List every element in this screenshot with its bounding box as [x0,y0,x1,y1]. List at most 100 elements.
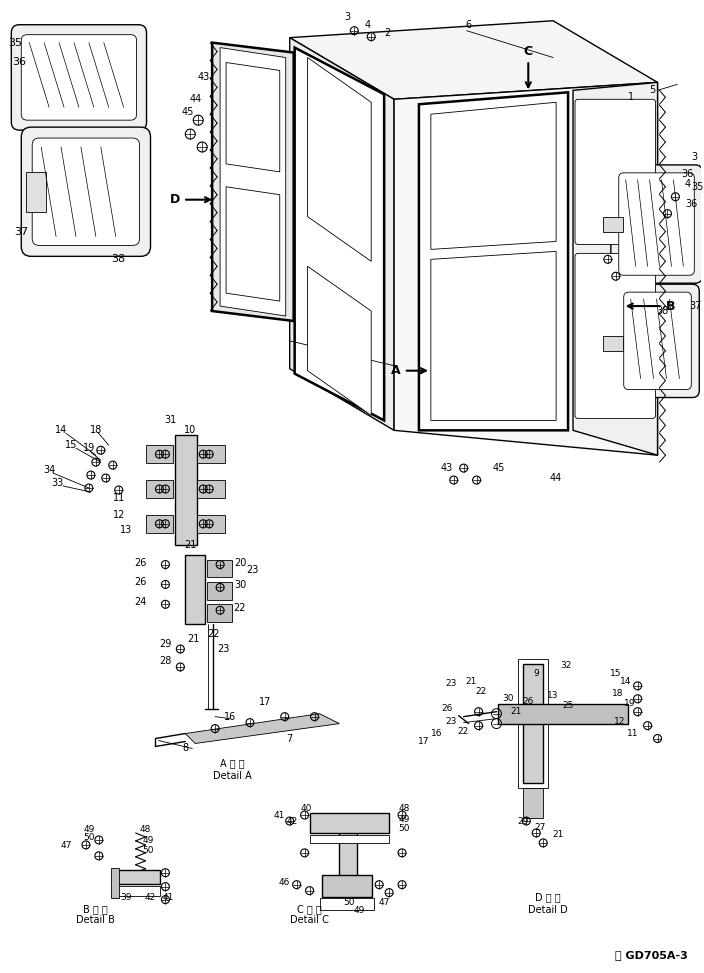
Text: 47: 47 [379,898,390,907]
Text: 37: 37 [14,227,28,236]
Text: 37: 37 [689,301,701,311]
Bar [518,659,548,788]
Text: 30: 30 [234,581,246,591]
Bar [115,885,161,895]
Text: 16: 16 [224,711,236,722]
Text: 14: 14 [620,677,631,686]
Polygon shape [289,20,658,99]
Bar [523,664,543,783]
FancyBboxPatch shape [21,35,137,120]
Text: 47: 47 [61,842,72,850]
Bar [185,555,205,625]
Bar [197,515,225,533]
Text: 44: 44 [189,94,201,104]
Text: 11: 11 [113,493,125,503]
Bar [339,818,358,908]
Text: 21: 21 [465,677,477,686]
Text: 12: 12 [113,510,125,520]
Text: 43: 43 [441,463,453,473]
Bar [523,788,543,818]
Text: 41: 41 [163,893,174,902]
Text: 26: 26 [134,558,146,567]
Text: 50: 50 [398,824,410,834]
Bar [320,897,375,910]
Text: 38: 38 [656,306,669,316]
Text: 26: 26 [441,704,453,713]
Text: B 詳 細: B 詳 細 [84,905,108,915]
Text: 35: 35 [691,182,703,192]
Text: 1: 1 [628,92,634,102]
Text: 42: 42 [145,893,156,902]
Text: 18: 18 [89,425,102,435]
Text: 28: 28 [159,656,172,666]
Text: 25: 25 [562,702,574,710]
Text: 15: 15 [610,669,622,678]
Text: 50: 50 [143,847,154,855]
FancyBboxPatch shape [575,99,655,244]
Text: B: B [628,300,675,312]
Text: 21: 21 [510,707,522,716]
Polygon shape [431,251,556,420]
Bar [146,446,173,463]
Text: 22: 22 [475,687,486,697]
Text: ⓘ GD705A-3: ⓘ GD705A-3 [615,951,687,960]
Text: 12: 12 [614,717,625,726]
Text: D 詳 細: D 詳 細 [535,892,561,903]
Text: 30: 30 [503,695,514,703]
Text: Detail D: Detail D [528,905,568,915]
Text: 13: 13 [548,691,559,701]
FancyBboxPatch shape [619,173,694,275]
Bar [207,559,232,577]
Text: 6: 6 [465,19,472,30]
Text: 3: 3 [344,12,351,21]
Text: 21: 21 [184,540,196,550]
Text: 26: 26 [134,577,146,588]
Text: 22: 22 [207,630,220,639]
Text: D: D [170,194,210,206]
Text: Detail A: Detail A [213,772,251,781]
Polygon shape [308,267,371,415]
Text: 8: 8 [182,743,189,753]
Polygon shape [220,48,286,316]
Text: 45: 45 [492,463,505,473]
Text: 29: 29 [517,816,529,825]
Text: 39: 39 [120,893,132,902]
Text: 14: 14 [55,425,67,435]
Text: 18: 18 [612,689,624,699]
Bar [310,835,389,843]
Text: 15: 15 [65,440,77,450]
Text: 9: 9 [534,669,539,678]
Text: 7: 7 [287,734,293,743]
Text: 3: 3 [691,152,698,162]
Bar [207,604,232,622]
Bar [115,870,161,883]
Text: 43: 43 [197,72,209,83]
Polygon shape [431,102,556,249]
Polygon shape [212,43,294,321]
Polygon shape [289,38,394,430]
Text: A: A [391,364,426,378]
Text: 32: 32 [560,662,572,670]
Polygon shape [295,48,384,420]
Text: 49: 49 [143,837,154,846]
Bar [603,217,623,232]
Text: 48: 48 [398,804,410,812]
Text: 4: 4 [684,179,691,189]
Text: Detail B: Detail B [77,916,115,925]
Bar [603,336,623,351]
FancyBboxPatch shape [611,164,703,283]
Text: 17: 17 [418,737,429,746]
Text: 10: 10 [184,425,196,435]
Bar [26,172,46,211]
Bar [111,868,119,897]
Text: 23: 23 [217,644,230,654]
Bar [197,446,225,463]
Text: 50: 50 [83,834,94,843]
Text: 23: 23 [246,564,259,574]
Text: 26: 26 [522,698,534,706]
Text: 40: 40 [301,804,313,812]
Text: 45: 45 [181,107,194,117]
Text: 44: 44 [550,473,562,483]
Text: 36: 36 [12,57,26,67]
Bar [197,480,225,498]
